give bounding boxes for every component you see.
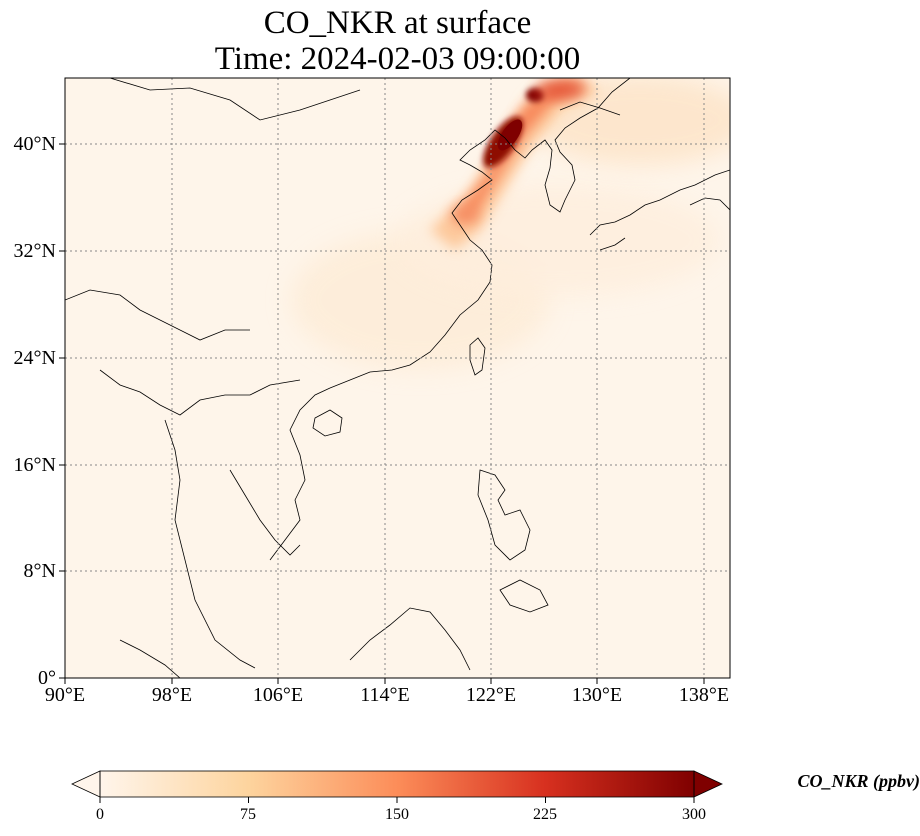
lon-tick-label: 90°E bbox=[44, 684, 86, 706]
map-background bbox=[65, 78, 730, 678]
colorbar-extend-high bbox=[693, 770, 723, 798]
colorbar-tick-label: 225 bbox=[533, 806, 557, 823]
lat-tick-label: 0° bbox=[38, 667, 56, 689]
map-subtitle-time: Time: 2024-02-03 09:00:00 bbox=[214, 41, 581, 77]
lat-tick-label: 8°N bbox=[23, 560, 56, 582]
colorbar-extend-low bbox=[71, 770, 101, 798]
colorbar bbox=[71, 770, 723, 803]
lat-tick-label: 40°N bbox=[13, 133, 56, 155]
lat-tick-label: 24°N bbox=[13, 347, 56, 369]
lat-tick-label: 16°N bbox=[13, 454, 56, 476]
lat-tick-label: 32°N bbox=[13, 240, 56, 262]
lon-tick-label: 98°E bbox=[151, 684, 193, 706]
co-plume bbox=[430, 78, 600, 250]
lon-tick-label: 106°E bbox=[252, 684, 304, 706]
coastlines bbox=[65, 78, 730, 678]
axis-ticks bbox=[59, 143, 705, 684]
colorbar-title: CO_NKR (ppbv) bbox=[797, 771, 920, 791]
colorbar-tick-label: 75 bbox=[240, 806, 256, 823]
colorbar-tick-label: 150 bbox=[385, 806, 409, 823]
map-title: CO_NKR at surface bbox=[263, 5, 532, 41]
gridlines bbox=[65, 78, 730, 678]
lon-tick-label: 138°E bbox=[678, 684, 730, 706]
colorbar-gradient bbox=[100, 771, 694, 797]
colorbar-tick-label: 300 bbox=[682, 806, 706, 823]
lon-tick-label: 114°E bbox=[360, 684, 410, 706]
colorbar-tick-label: 0 bbox=[96, 806, 104, 823]
map-frame bbox=[64, 77, 731, 679]
lon-tick-label: 122°E bbox=[465, 684, 517, 706]
concentration-field bbox=[65, 78, 730, 678]
lon-tick-label: 130°E bbox=[571, 684, 623, 706]
